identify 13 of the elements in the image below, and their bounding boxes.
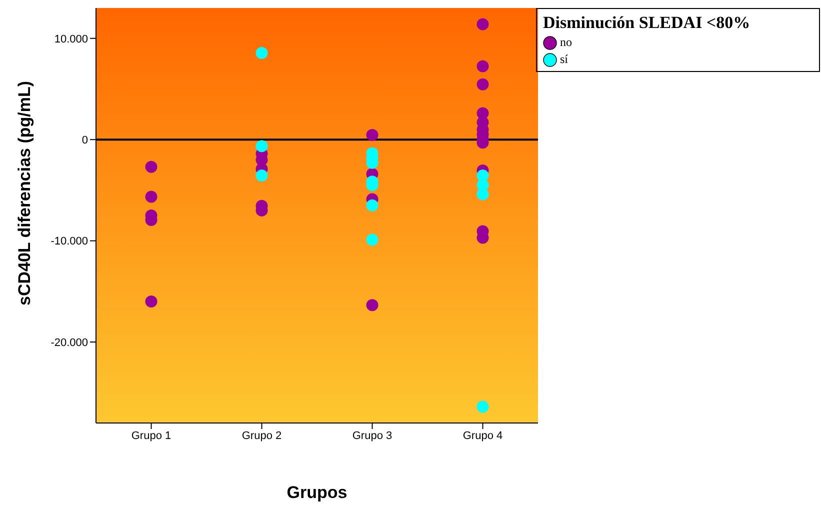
x-tick-label: Grupo 3 xyxy=(352,430,392,442)
y-tick-label: -20.000 xyxy=(50,336,88,349)
x-tick-label: Grupo 1 xyxy=(131,430,172,442)
y-tick-label: 0 xyxy=(82,134,88,146)
x-axis-title: Grupos xyxy=(286,483,348,502)
x-tick-label: Grupo 2 xyxy=(242,430,282,442)
x-tick-label: Grupo 4 xyxy=(462,430,503,442)
legend-label: no xyxy=(560,35,572,50)
legend-title: Disminución SLEDAI <80% xyxy=(543,13,752,33)
y-axis-title: sCD40L diferencias (pg/mL) xyxy=(15,80,34,306)
y-tick-label: 10.000 xyxy=(54,33,88,46)
y-tick-label: -10.000 xyxy=(50,236,88,248)
legend-label: sí xyxy=(560,52,568,67)
